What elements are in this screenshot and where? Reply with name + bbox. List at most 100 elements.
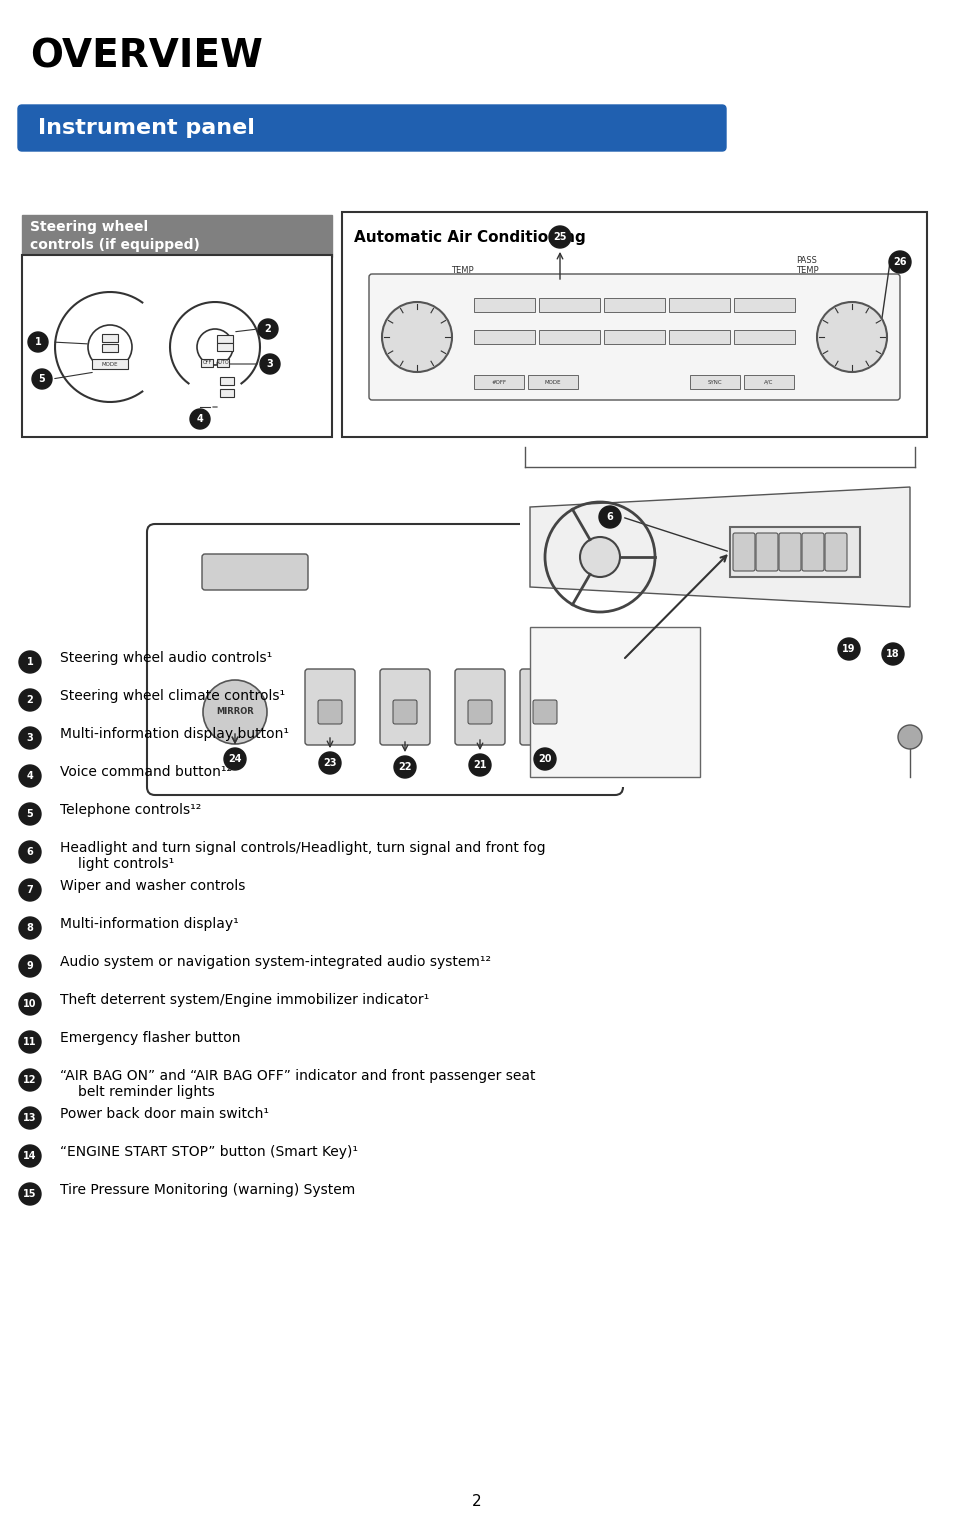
Text: 4: 4: [27, 771, 33, 780]
Circle shape: [203, 680, 267, 744]
Circle shape: [19, 1107, 41, 1128]
Circle shape: [548, 226, 571, 247]
Text: 11: 11: [23, 1037, 37, 1048]
Text: OFF: OFF: [202, 360, 212, 365]
Text: 10: 10: [23, 999, 37, 1009]
Circle shape: [19, 841, 41, 863]
Text: 24: 24: [228, 754, 241, 764]
Circle shape: [19, 954, 41, 977]
Circle shape: [257, 319, 277, 339]
Text: 22: 22: [397, 762, 412, 773]
Text: 20: 20: [537, 754, 551, 764]
Circle shape: [816, 302, 886, 373]
FancyBboxPatch shape: [341, 212, 926, 437]
Circle shape: [190, 409, 210, 429]
Text: TEMP: TEMP: [450, 266, 473, 275]
Circle shape: [19, 651, 41, 673]
Text: 5: 5: [38, 374, 46, 383]
Text: Steering wheel
controls (if equipped): Steering wheel controls (if equipped): [30, 220, 200, 252]
Text: AUTO: AUTO: [216, 360, 230, 365]
FancyBboxPatch shape: [379, 669, 430, 745]
Text: Headlight and turn signal controls/Headlight, turn signal and front fog: Headlight and turn signal controls/Headl…: [60, 841, 545, 855]
Text: OVERVIEW: OVERVIEW: [30, 37, 263, 75]
Bar: [689, 376, 740, 389]
Bar: [91, 359, 128, 370]
FancyBboxPatch shape: [147, 524, 622, 796]
Text: 4: 4: [196, 414, 203, 425]
Circle shape: [598, 505, 620, 528]
Bar: [603, 330, 664, 344]
Bar: [668, 298, 729, 312]
Text: 7: 7: [27, 886, 33, 895]
Text: Power back door main switch¹: Power back door main switch¹: [60, 1107, 269, 1121]
Circle shape: [318, 751, 340, 774]
FancyBboxPatch shape: [779, 533, 801, 571]
Text: MODE: MODE: [102, 362, 118, 366]
Text: 1: 1: [27, 657, 33, 667]
Text: 21: 21: [473, 760, 486, 770]
Circle shape: [19, 765, 41, 786]
Text: 26: 26: [892, 257, 905, 267]
Bar: [216, 344, 233, 351]
FancyBboxPatch shape: [22, 255, 332, 437]
Text: Telephone controls¹²: Telephone controls¹²: [60, 803, 201, 817]
Text: 6: 6: [606, 512, 613, 522]
Text: belt reminder lights: belt reminder lights: [78, 1086, 214, 1099]
Circle shape: [32, 370, 52, 389]
Text: 2: 2: [264, 324, 271, 334]
FancyBboxPatch shape: [729, 527, 859, 577]
Bar: [216, 334, 233, 344]
Circle shape: [534, 748, 556, 770]
Circle shape: [381, 302, 452, 373]
Circle shape: [19, 727, 41, 750]
Text: Instrument panel: Instrument panel: [38, 118, 254, 137]
Text: Voice command button¹²: Voice command button¹²: [60, 765, 232, 779]
Circle shape: [19, 1183, 41, 1205]
Text: Multi-information display button¹: Multi-information display button¹: [60, 727, 289, 741]
Text: 2: 2: [27, 695, 33, 705]
Text: 25: 25: [553, 232, 566, 241]
Text: 19: 19: [841, 644, 855, 654]
Text: Steering wheel climate controls¹: Steering wheel climate controls¹: [60, 689, 285, 702]
Text: Audio system or navigation system-integrated audio system¹²: Audio system or navigation system-integr…: [60, 954, 491, 970]
Bar: [220, 389, 233, 397]
Circle shape: [579, 538, 619, 577]
Polygon shape: [530, 487, 909, 608]
FancyBboxPatch shape: [455, 669, 504, 745]
Bar: [733, 298, 794, 312]
Text: Wiper and washer controls: Wiper and washer controls: [60, 880, 245, 893]
Circle shape: [897, 725, 921, 750]
FancyBboxPatch shape: [468, 699, 492, 724]
Text: Automatic Air Conditioning: Automatic Air Conditioning: [354, 231, 585, 244]
Bar: [216, 359, 229, 366]
Circle shape: [882, 643, 903, 664]
Text: “ENGINE START STOP” button (Smart Key)¹: “ENGINE START STOP” button (Smart Key)¹: [60, 1145, 357, 1159]
Text: MODE: MODE: [544, 380, 560, 385]
Polygon shape: [519, 447, 919, 786]
Bar: [538, 330, 599, 344]
Circle shape: [19, 1069, 41, 1090]
Text: light controls¹: light controls¹: [78, 857, 174, 870]
Circle shape: [260, 354, 280, 374]
Bar: [527, 376, 578, 389]
Text: 23: 23: [323, 757, 336, 768]
Bar: [102, 344, 118, 353]
Bar: [733, 330, 794, 344]
Text: #OFF: #OFF: [491, 380, 506, 385]
Text: 3: 3: [27, 733, 33, 744]
Text: Theft deterrent system/Engine immobilizer indicator¹: Theft deterrent system/Engine immobilize…: [60, 993, 429, 1006]
Circle shape: [19, 880, 41, 901]
FancyBboxPatch shape: [519, 669, 569, 745]
Text: MIRROR: MIRROR: [216, 707, 253, 716]
Text: SYNC: SYNC: [707, 380, 721, 385]
Text: 18: 18: [885, 649, 899, 660]
Text: 1: 1: [34, 337, 41, 347]
Bar: [538, 298, 599, 312]
Circle shape: [888, 250, 910, 273]
Bar: [201, 359, 213, 366]
FancyBboxPatch shape: [305, 669, 355, 745]
Circle shape: [224, 748, 246, 770]
Text: Emergency flasher button: Emergency flasher button: [60, 1031, 240, 1044]
Text: 13: 13: [23, 1113, 37, 1122]
Text: 5: 5: [27, 809, 33, 818]
